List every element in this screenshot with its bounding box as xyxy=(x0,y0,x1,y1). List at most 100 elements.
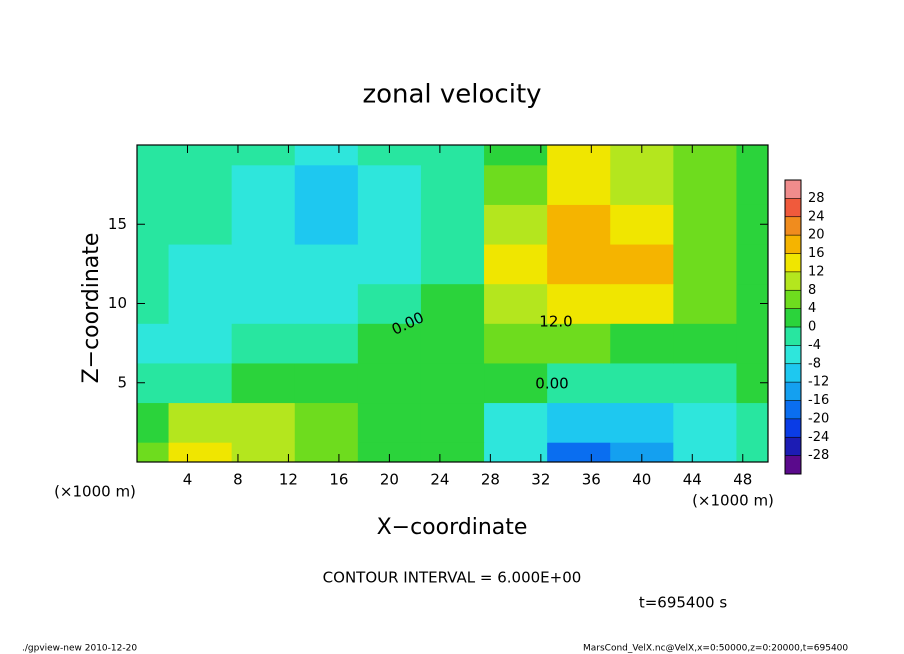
cell xyxy=(357,402,422,443)
cell xyxy=(547,402,611,443)
cell xyxy=(484,442,548,462)
x-tick-label: 20 xyxy=(380,471,399,489)
colorbar-label: 24 xyxy=(808,209,825,224)
colorbar-label: 20 xyxy=(808,228,825,243)
colorbar-label: -12 xyxy=(808,375,829,390)
colorbar-bin xyxy=(785,363,801,383)
cell xyxy=(547,145,611,166)
cell xyxy=(168,323,233,364)
cell xyxy=(294,145,359,166)
cell xyxy=(420,244,485,285)
cell xyxy=(137,323,170,364)
cell xyxy=(673,402,737,443)
cell xyxy=(294,283,359,324)
colorbar-bin xyxy=(785,235,801,254)
cell xyxy=(547,283,611,324)
colorbar-label: -20 xyxy=(808,411,829,426)
cell xyxy=(231,145,296,166)
time-label: t=695400 s xyxy=(639,594,727,612)
cell xyxy=(484,204,548,245)
cell xyxy=(673,362,737,404)
cell xyxy=(231,402,296,443)
cell xyxy=(357,164,422,205)
cell xyxy=(168,283,233,324)
cell xyxy=(137,145,170,166)
cell xyxy=(547,442,611,462)
colorbar-label: -4 xyxy=(808,338,821,353)
colorbar-bin xyxy=(785,253,801,273)
field xyxy=(137,145,768,462)
cell xyxy=(231,244,296,285)
colorbar: 28 24 20 16 12 8 4 0 -4 -8 -12 -16 -20 -24 -28 xyxy=(784,179,829,475)
cell xyxy=(294,164,359,205)
cell xyxy=(484,145,548,166)
footer-right: MarsCond_VelX.nc@VelX,x=0:50000,z=0:2000… xyxy=(583,644,848,654)
cell xyxy=(610,442,674,462)
chart-title: zonal velocity xyxy=(362,80,541,110)
cell xyxy=(673,145,737,166)
colorbar-label: -16 xyxy=(808,393,829,408)
cell xyxy=(357,442,422,462)
cell xyxy=(484,283,548,324)
cell xyxy=(673,164,737,205)
colorbar-bin xyxy=(785,382,801,401)
footer-left: ./gpview-new 2010-12-20 xyxy=(22,644,137,654)
cell xyxy=(294,402,359,443)
x-tick-label: 40 xyxy=(632,471,651,489)
cell xyxy=(484,164,548,205)
cell xyxy=(420,145,485,166)
cell xyxy=(610,145,674,166)
cell xyxy=(137,442,170,462)
cell xyxy=(294,323,359,364)
x-tick-label: 36 xyxy=(582,471,601,489)
cell xyxy=(231,323,296,364)
colorbar-label: 4 xyxy=(808,301,816,316)
cell xyxy=(610,204,674,245)
cell xyxy=(736,164,768,205)
cell xyxy=(420,442,485,462)
cell xyxy=(610,244,674,285)
cell xyxy=(231,362,296,404)
cell xyxy=(420,164,485,205)
cell xyxy=(168,145,233,166)
cell xyxy=(231,283,296,324)
x-axis-label: X−coordinate xyxy=(377,515,528,540)
colorbar-bin xyxy=(785,455,801,475)
cell xyxy=(357,204,422,245)
y-axis-label: Z−coordinate xyxy=(79,233,104,384)
x-tick-label: 48 xyxy=(733,471,752,489)
colorbar-bin xyxy=(785,271,801,291)
cell xyxy=(168,204,233,245)
cell xyxy=(357,145,422,166)
x-tick-label: 44 xyxy=(683,471,702,489)
colorbar-bin xyxy=(785,437,801,456)
colorbar-bin xyxy=(785,418,801,438)
colorbar-label: 0 xyxy=(808,320,816,335)
cell xyxy=(231,164,296,205)
colorbar-label: 12 xyxy=(808,264,825,279)
cell xyxy=(420,204,485,245)
cell xyxy=(420,283,485,324)
cell xyxy=(547,244,611,285)
cell xyxy=(168,442,233,462)
cell xyxy=(484,402,548,443)
cell xyxy=(610,164,674,205)
x-tick-label: 32 xyxy=(531,471,550,489)
cell xyxy=(137,402,170,443)
contour-label: 12.0 xyxy=(539,313,572,331)
x-tick-label: 4 xyxy=(183,471,193,489)
colorbar-bin xyxy=(785,216,801,236)
colorbar-label: 28 xyxy=(808,191,825,206)
cell xyxy=(357,323,422,364)
x-tick-label: 16 xyxy=(329,471,348,489)
cell xyxy=(610,402,674,443)
x-tick-label: 8 xyxy=(233,471,243,489)
y-tick-label: 15 xyxy=(108,215,127,233)
colorbar-bin xyxy=(785,290,801,309)
colorbar-label: -28 xyxy=(808,448,829,463)
colorbar-label: 16 xyxy=(808,246,825,261)
colorbar-bin xyxy=(785,400,801,420)
contour-label: 0.00 xyxy=(535,375,568,393)
cell xyxy=(168,164,233,205)
cell xyxy=(484,244,548,285)
